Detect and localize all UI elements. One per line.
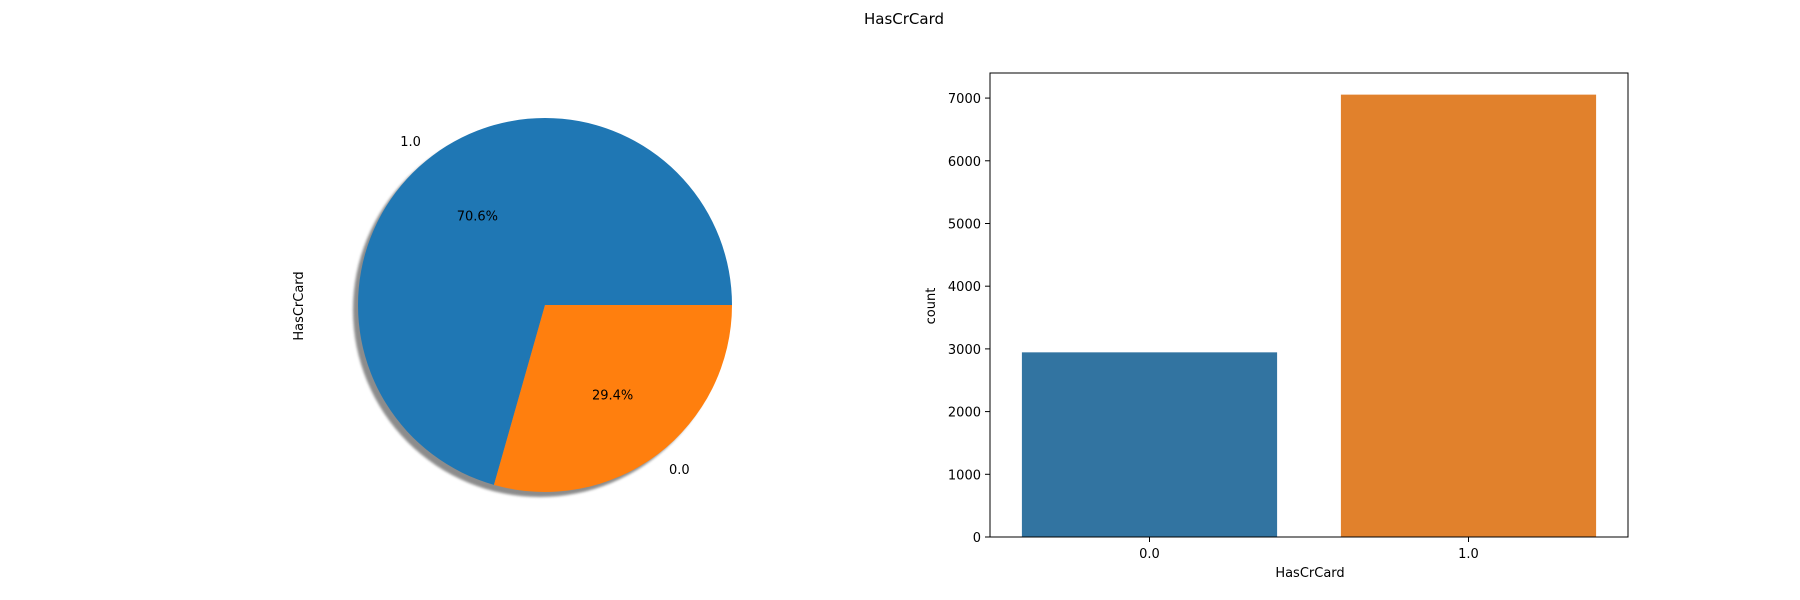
pie-percent-label: 70.6% <box>457 209 498 224</box>
y-tick-label: 1000 <box>948 468 981 483</box>
bar-ylabel: count <box>924 288 939 325</box>
bar-axes-frame <box>989 72 1629 538</box>
y-tick-label: 3000 <box>948 343 981 358</box>
pie-slice-1.0 <box>358 118 732 485</box>
y-tick-label: 4000 <box>948 280 981 295</box>
bar-xlabel: HasCrCard <box>1275 566 1344 581</box>
x-tick-label: 1.0 <box>1458 547 1479 562</box>
x-tick-label: 0.0 <box>1139 547 1160 562</box>
bar-chart: count HasCrCard 0.0 1.0 0 1000 2000 3000 4000 5… <box>924 72 1629 581</box>
y-tick-label: 7000 <box>948 92 981 107</box>
figure-title: HasCrCard <box>864 10 944 28</box>
pie-chart: HasCrCard 1.0 70.6% 0.0 29.4% <box>292 118 732 497</box>
bar-0.0 <box>1021 352 1278 537</box>
pie-percent-label: 29.4% <box>592 389 633 404</box>
pie-label: 0.0 <box>669 463 690 478</box>
y-tick-label: 2000 <box>948 406 981 421</box>
pie-label: 1.0 <box>400 135 421 150</box>
bar-1.0 <box>1340 94 1597 537</box>
y-tick-label: 5000 <box>948 217 981 232</box>
y-tick-label: 0 <box>973 531 981 546</box>
pie-ylabel: HasCrCard <box>292 271 307 340</box>
y-tick-label: 6000 <box>948 155 981 170</box>
pie-slice-0.0 <box>493 305 732 493</box>
